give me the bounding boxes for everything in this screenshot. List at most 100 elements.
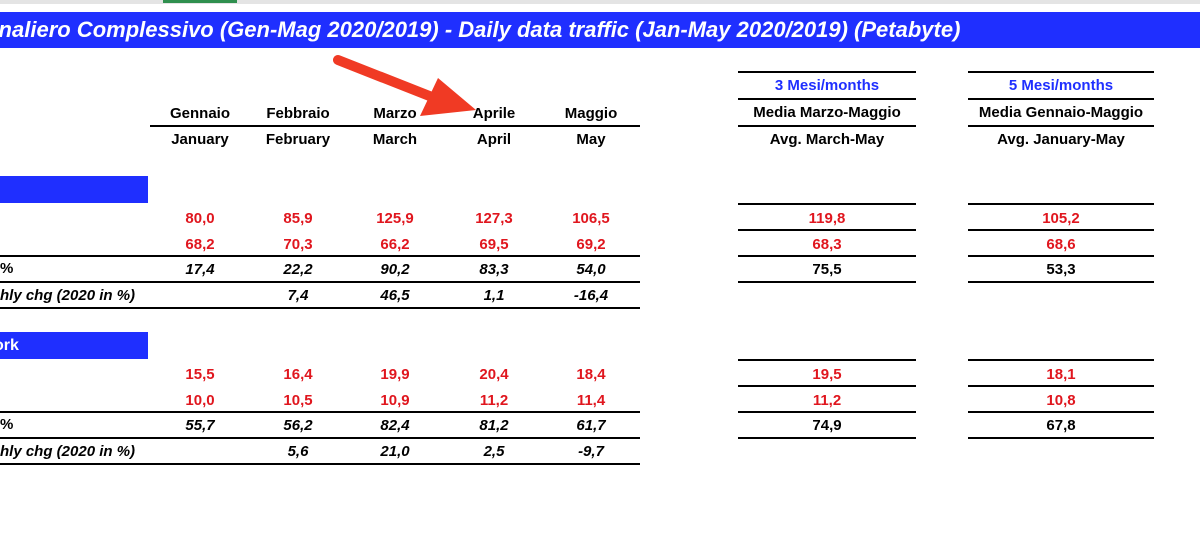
section-band-2-label: ork	[0, 337, 19, 354]
s1-r4-label: hly chg (2020 in %)	[0, 287, 136, 304]
s2-r4-c2: 5,6	[287, 443, 309, 460]
avg3-s1-r3-rule	[738, 281, 916, 283]
avg3-header-top: 3 Mesi/months	[774, 77, 880, 94]
avg3-s2-r3-rule	[738, 437, 916, 439]
toolbar-edge	[0, 0, 1200, 4]
s2-r1-c3: 19,9	[380, 366, 410, 383]
avg3-header-en: Avg. March-May	[769, 131, 885, 148]
selected-column-indicator	[163, 0, 237, 3]
s2-r3-c2: 56,2	[283, 417, 313, 434]
month-header-en-3: March	[372, 131, 418, 148]
table-title: rnaliero Complessivo (Gen-Mag 2020/2019)…	[0, 17, 961, 42]
header-divider	[150, 125, 640, 127]
avg5-mid-rule	[968, 98, 1154, 100]
s1-r2-avg3: 68,3	[812, 236, 842, 253]
s2-r1-c4: 20,4	[479, 366, 509, 383]
s2-r4-c5: -9,7	[578, 443, 604, 460]
s1-r1-c1: 80,0	[185, 210, 215, 227]
avg5-header-it: Media Gennaio-Maggio	[978, 104, 1144, 121]
section-band-1	[0, 176, 148, 203]
s1-r2-rule	[0, 255, 640, 257]
avg3-s2-r1-rule	[738, 385, 916, 387]
s2-r1-avg3: 19,5	[812, 366, 842, 383]
s1-r4-c3: 46,5	[380, 287, 410, 304]
avg3-header-it: Media Marzo-Maggio	[753, 104, 901, 121]
s2-r2-avg5: 10,8	[1046, 392, 1076, 409]
avg5-header-top: 5 Mesi/months	[1008, 77, 1114, 94]
s1-r2-avg5: 68,6	[1046, 236, 1076, 253]
s1-r1-c5: 106,5	[572, 210, 610, 227]
s2-r3-avg5: 67,8	[1046, 417, 1076, 434]
s2-r2-avg3: 11,2	[812, 392, 842, 409]
s2-r1-c5: 18,4	[576, 366, 606, 383]
s1-r1-c4: 127,3	[475, 210, 513, 227]
s2-r2-c2: 10,5	[283, 392, 313, 409]
s1-r3-c5: 54,0	[576, 261, 606, 278]
s2-r2-c4: 11,2	[479, 392, 509, 409]
month-header-en-2: February	[265, 131, 331, 148]
avg5-s2-r1-rule	[968, 385, 1154, 387]
s2-r4-label: hly chg (2020 in %)	[0, 443, 136, 460]
avg3-s1-r1-rule	[738, 229, 916, 231]
s2-r3-c3: 82,4	[380, 417, 410, 434]
avg3-low-rule	[738, 125, 916, 127]
s1-r2-c1: 68,2	[185, 236, 215, 253]
month-header-en-1: January	[171, 131, 229, 148]
s1-r4-c2: 7,4	[287, 287, 309, 304]
avg5-top-rule	[968, 71, 1154, 73]
month-header-it-1: Gennaio	[169, 105, 230, 122]
s2-r3-c5: 61,7	[576, 417, 606, 434]
avg5-s2-r3-rule	[968, 437, 1154, 439]
avg3-top-rule	[738, 71, 916, 73]
s1-r2-c3: 66,2	[380, 236, 410, 253]
section-band-2: ork	[0, 332, 148, 359]
s2-r3-avg3: 74,9	[812, 417, 842, 434]
s2-r2-rule	[0, 411, 640, 413]
avg3-s2-r2-rule	[738, 411, 916, 413]
s2-r3-c4: 81,2	[479, 417, 509, 434]
s2-r4-rule	[0, 463, 640, 465]
avg5-s1-r2-rule	[968, 255, 1154, 257]
s1-r3-c1: 17,4	[185, 261, 215, 278]
s1-r2-c4: 69,5	[479, 236, 509, 253]
s1-r3-avg3: 75,5	[812, 261, 842, 278]
avg5-s1-r1-rule	[968, 229, 1154, 231]
s2-r3-c1: 55,7	[185, 417, 215, 434]
avg5-header-en: Avg. January-May	[997, 131, 1125, 148]
s2-r2-c3: 10,9	[380, 392, 410, 409]
s2-r3-label: %	[0, 416, 14, 433]
s2-r3-rule	[0, 437, 640, 439]
avg5-s1-r3-rule	[968, 281, 1154, 283]
month-header-it-3: Marzo	[373, 105, 417, 122]
month-header-it-2: Febbraio	[266, 105, 330, 122]
s2-r4-c3: 21,0	[380, 443, 410, 460]
s1-r3-avg5: 53,3	[1046, 261, 1076, 278]
avg3-s1-rule	[738, 203, 916, 205]
s2-r4-c4: 2,5	[483, 443, 505, 460]
table-title-band: rnaliero Complessivo (Gen-Mag 2020/2019)…	[0, 12, 1200, 48]
s2-r1-c2: 16,4	[283, 366, 313, 383]
s1-r3-c4: 83,3	[479, 261, 509, 278]
month-header-en-4: April	[476, 131, 512, 148]
s1-r1-c2: 85,9	[283, 210, 313, 227]
s1-r1-avg5: 105,2	[1042, 210, 1080, 227]
month-header-en-5: May	[576, 131, 606, 148]
avg5-low-rule	[968, 125, 1154, 127]
avg3-s1-r2-rule	[738, 255, 916, 257]
s1-r2-c5: 69,2	[576, 236, 606, 253]
month-header-it-5: Maggio	[564, 105, 618, 122]
avg5-s2-r2-rule	[968, 411, 1154, 413]
s1-r3-c3: 90,2	[380, 261, 410, 278]
s1-r4-c5: -16,4	[573, 287, 609, 304]
s2-r2-c5: 11,4	[576, 392, 606, 409]
s2-r2-c1: 10,0	[185, 392, 215, 409]
s2-r1-avg5: 18,1	[1046, 366, 1076, 383]
avg3-mid-rule	[738, 98, 916, 100]
s2-r1-c1: 15,5	[185, 366, 215, 383]
s1-r1-c3: 125,9	[376, 210, 414, 227]
s1-r4-rule	[0, 307, 640, 309]
s1-r3-c2: 22,2	[283, 261, 313, 278]
s1-r4-c4: 1,1	[483, 287, 505, 304]
s1-r1-avg3: 119,8	[808, 210, 846, 227]
s1-r3-rule	[0, 281, 640, 283]
